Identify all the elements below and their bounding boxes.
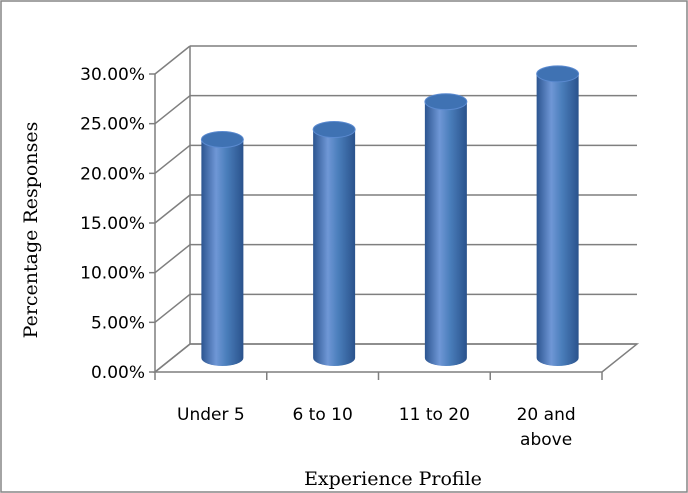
gridline-depth xyxy=(154,144,191,174)
y-tick-label: 15.00% xyxy=(80,214,145,234)
bar-top xyxy=(200,130,244,148)
gridline-depth xyxy=(154,194,191,224)
x-category-labels: Under 5 6 to 10 11 to 20 20 and above xyxy=(177,405,576,450)
x-category-label: 6 to 10 xyxy=(292,405,352,425)
x-axis-title: Experience Profile xyxy=(304,468,482,490)
gridline-depth xyxy=(154,293,191,323)
bar-body xyxy=(536,73,579,366)
bar xyxy=(536,65,580,366)
y-tick-label: 25.00% xyxy=(80,115,145,135)
y-tick-label: 10.00% xyxy=(80,264,145,284)
axes xyxy=(149,73,603,380)
x-category-label: Under 5 xyxy=(177,405,245,425)
floor xyxy=(152,343,640,373)
y-tick-label: 5.00% xyxy=(91,313,145,333)
bar-top xyxy=(536,65,580,83)
gridline-depth xyxy=(154,244,191,274)
bar-body xyxy=(313,129,356,366)
gridline-depth xyxy=(154,45,191,75)
y-axis-title: Percentage Responses xyxy=(20,122,42,339)
y-tick-label: 30.00% xyxy=(80,65,145,85)
bars xyxy=(200,65,580,366)
bar-top xyxy=(424,93,468,111)
x-category-label: 20 and above xyxy=(517,405,576,450)
bar-body xyxy=(201,139,244,366)
y-tick-label: 0.00% xyxy=(91,363,145,383)
gridline-depth xyxy=(154,95,191,125)
bar xyxy=(312,121,356,366)
y-tick-labels: 0.00% 5.00% 10.00% 15.00% 20.00% 25.00% 30.00% xyxy=(80,65,145,383)
bar xyxy=(424,93,468,366)
bar-body xyxy=(424,101,467,366)
bar xyxy=(200,130,244,366)
y-tick-label: 20.00% xyxy=(80,164,145,184)
bar-top xyxy=(312,121,356,139)
x-category-label: 11 to 20 xyxy=(399,405,470,425)
